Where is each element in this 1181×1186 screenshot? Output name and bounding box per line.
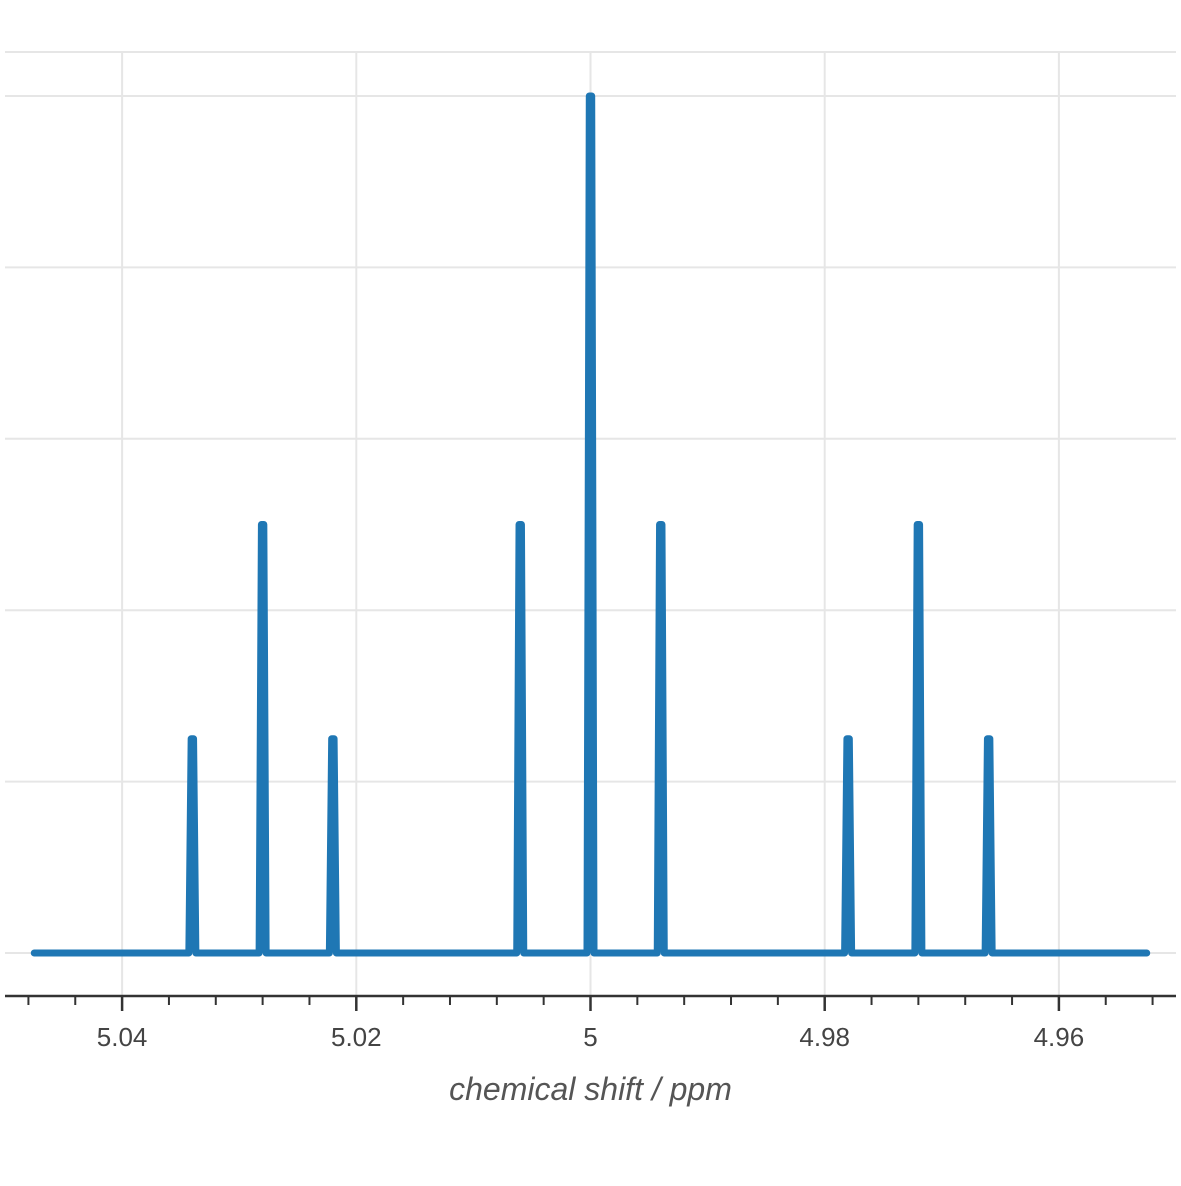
spectrum-layer (30, 92, 1151, 957)
x-axis-title: chemical shift / ppm (449, 1071, 732, 1107)
x-tick-label-2: 5 (583, 1022, 597, 1052)
x-tick-label-0: 5.04 (97, 1022, 148, 1052)
x-tick-label-3: 4.98 (799, 1022, 850, 1052)
x-tick-label-4: 4.96 (1034, 1022, 1085, 1052)
x-axis: 5.04 5.02 5 4.98 4.96 (5, 994, 1176, 1052)
spectrum-series-line (30, 92, 1151, 957)
x-tick-label-1: 5.02 (331, 1022, 382, 1052)
